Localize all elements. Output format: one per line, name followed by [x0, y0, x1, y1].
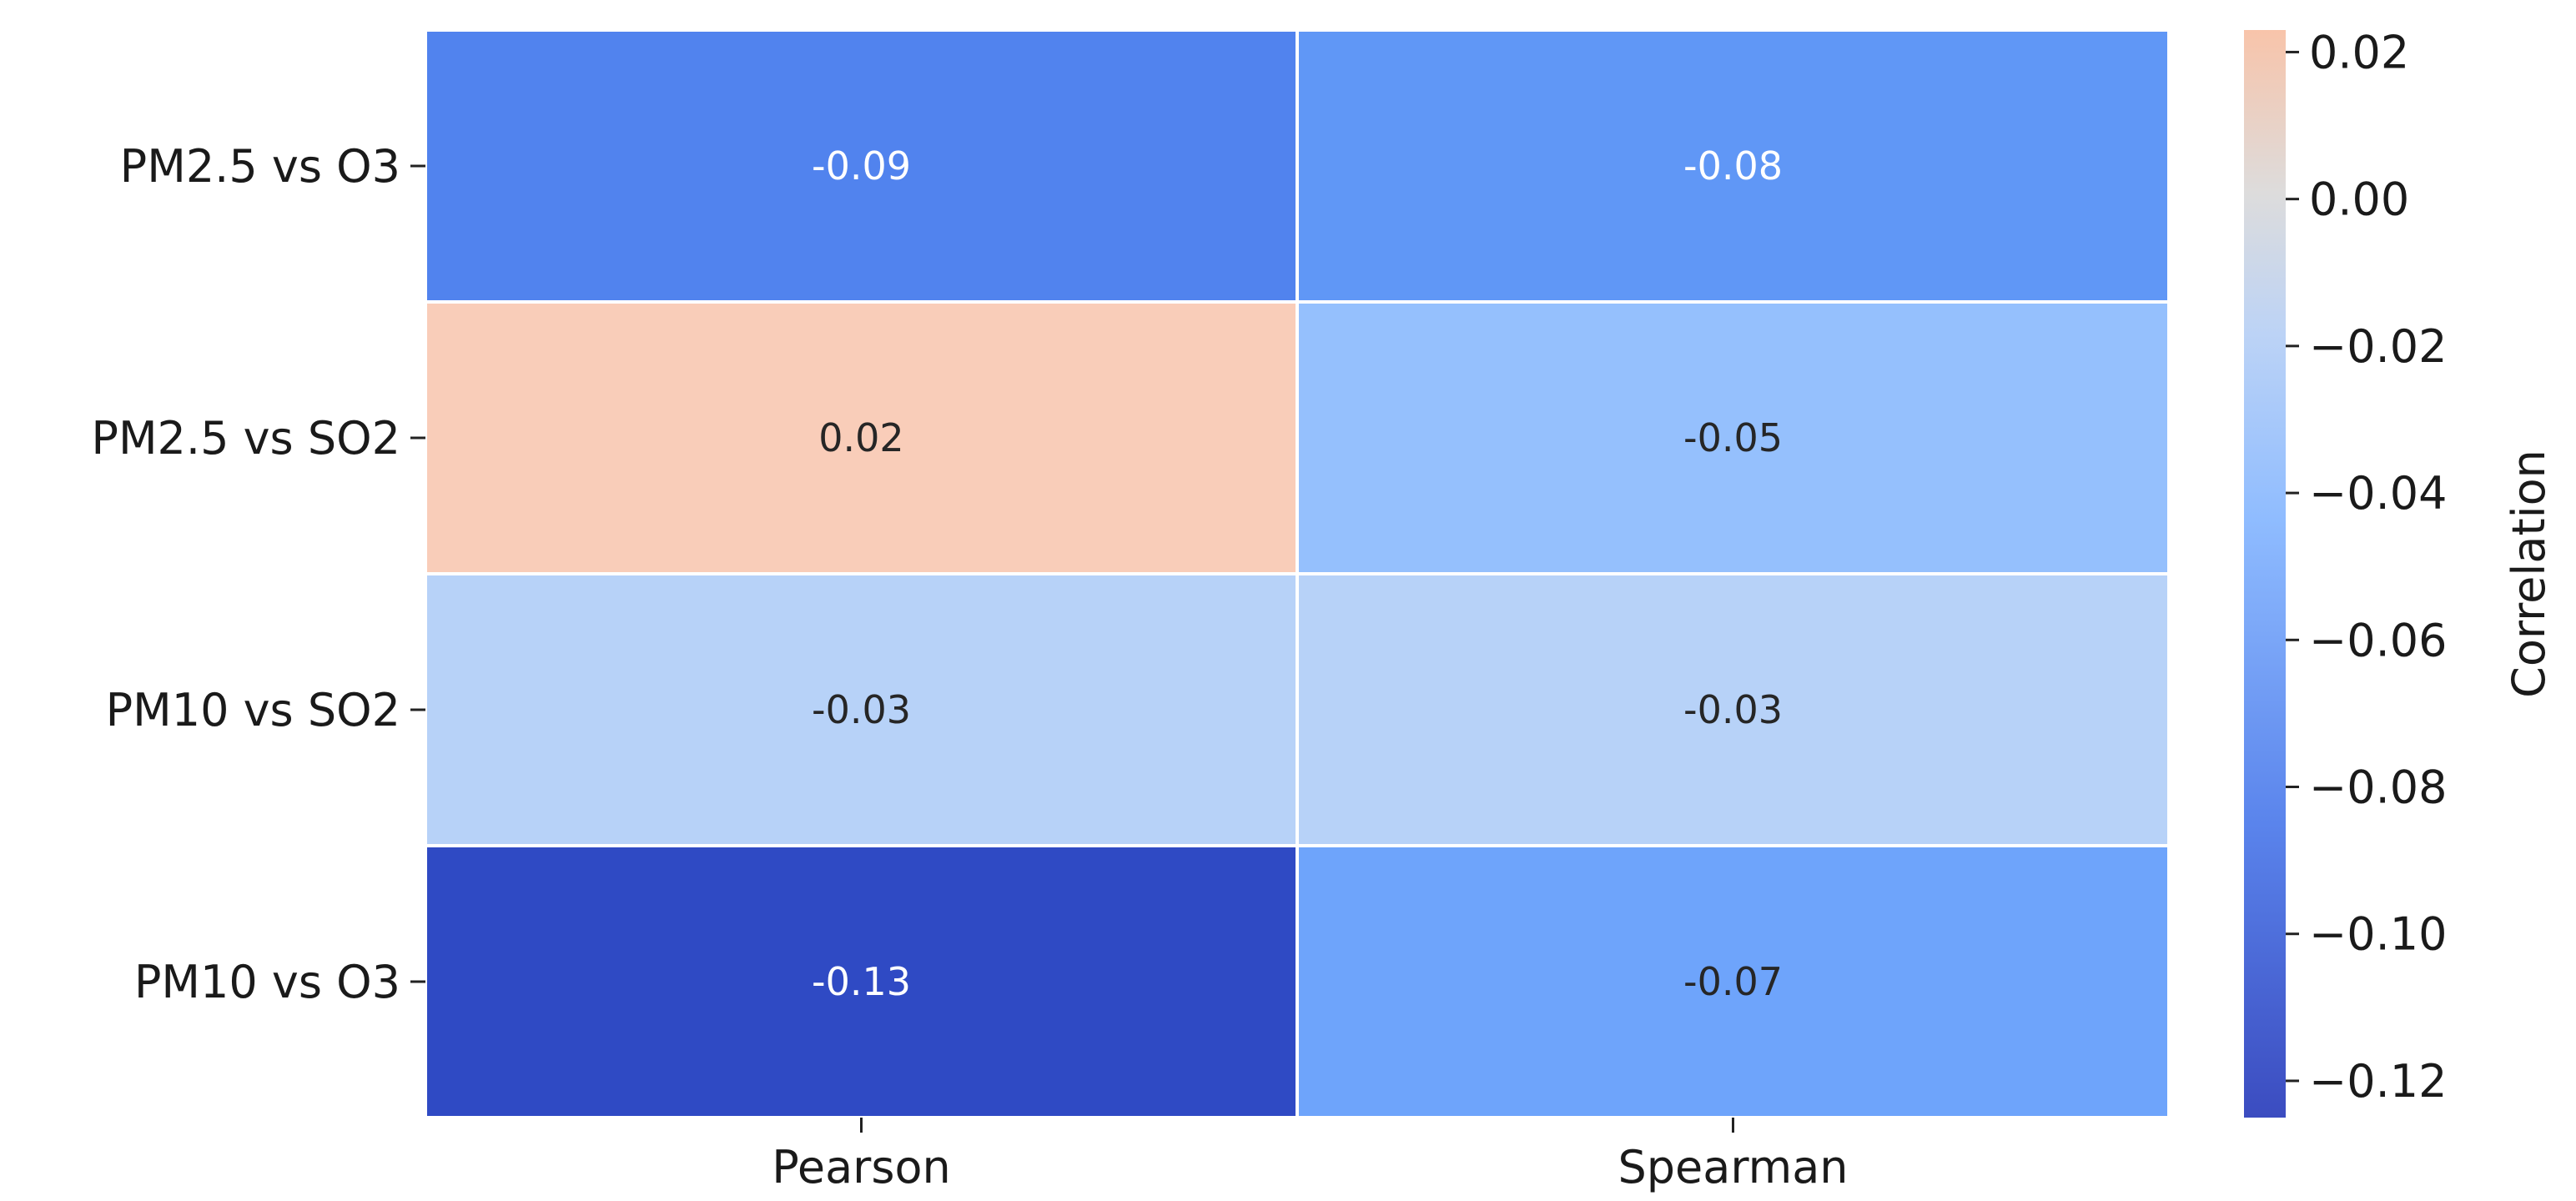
- colorbar-tick-label: 0.02: [2309, 26, 2409, 78]
- cell-value-label: -0.09: [812, 143, 911, 188]
- x-tick-label: Pearson: [772, 1141, 951, 1193]
- cell-value-label: -0.03: [812, 687, 911, 732]
- heatmap-cell-0-1: [1296, 28, 2171, 304]
- heatmap-cell-3-1: [1296, 844, 2171, 1119]
- heatmap-cell-1-1: [1296, 300, 2171, 575]
- cell-value-label: 0.02: [818, 415, 903, 460]
- colorbar-tick-label: −0.12: [2309, 1055, 2447, 1108]
- y-tick-label: PM2.5 vs SO2: [91, 412, 400, 465]
- y-tick-label: PM2.5 vs O3: [120, 140, 400, 193]
- cell-value-label: -0.03: [1683, 687, 1783, 732]
- colorbar: 0.02 0.00 −0.02 −0.04 −0.06 −0.08 −0.10 −0.12 Co…: [2244, 26, 2555, 1118]
- x-tick-label: Spearman: [1618, 1141, 1848, 1193]
- cell-value-label: -0.05: [1683, 415, 1783, 460]
- x-axis: Pearson Spearman: [772, 1118, 1849, 1193]
- colorbar-tick-label: −0.02: [2309, 320, 2447, 373]
- heatmap-cell-2-0: [424, 572, 1299, 847]
- y-tick-label: PM10 vs SO2: [106, 684, 400, 736]
- colorbar-gradient: [2244, 30, 2286, 1118]
- heatmap-cell-0-0: [424, 28, 1299, 304]
- cell-value-label: -0.13: [812, 959, 911, 1004]
- heatmap-cell-2-1: [1296, 572, 2171, 847]
- colorbar-tick-label: −0.06: [2309, 614, 2447, 666]
- heatmap-cell-1-0: [424, 300, 1299, 575]
- colorbar-tick-label: −0.04: [2309, 467, 2447, 520]
- colorbar-tick-label: 0.00: [2309, 173, 2409, 226]
- colorbar-tick-label: −0.10: [2309, 908, 2447, 961]
- colorbar-tick-label: −0.08: [2309, 761, 2447, 814]
- y-tick-label: PM10 vs O3: [134, 956, 400, 1008]
- cell-value-label: -0.07: [1683, 959, 1783, 1004]
- cell-value-label: -0.08: [1683, 143, 1783, 188]
- colorbar-label: Correlation: [2503, 450, 2555, 698]
- y-axis: PM2.5 vs O3 PM2.5 vs SO2 PM10 vs SO2 PM10 v…: [91, 140, 425, 1008]
- heatmap-cells: -0.09 -0.08 0.02 -0.05 -0.03 -0.03 -0.13 -0.07: [424, 28, 2171, 1119]
